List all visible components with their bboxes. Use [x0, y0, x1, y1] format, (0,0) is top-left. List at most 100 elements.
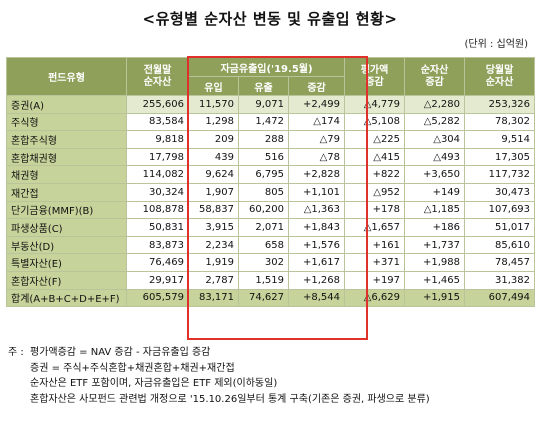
table-cell: 9,624	[188, 165, 239, 184]
row-label: 부동산(D)	[6, 235, 127, 255]
table-cell: 117,732	[464, 165, 536, 184]
table-cell: △1,185	[404, 200, 466, 220]
table-cell: △174	[287, 112, 346, 132]
table-cell: △415	[344, 147, 406, 167]
table-cell: 11,570	[188, 95, 239, 114]
table-cell: 209	[188, 130, 239, 149]
table-row: 혼합자산(F) 29,917 2,787 1,519 +1,268 +197 +1,465 3…	[6, 270, 536, 290]
table-cell: △493	[404, 147, 466, 167]
table-cell: +1,465	[404, 270, 466, 290]
table-cell: 9,514	[464, 130, 536, 149]
row-label: 단기금융(MMF)(B)	[6, 200, 127, 220]
note-line-4: 혼합자산은 사모펀드 관련법 개정으로 '15.10.26일부터 통계 구축(기…	[30, 393, 430, 405]
table-cell: +1,843	[287, 218, 346, 237]
header-prev-month: 전월말 순자산	[126, 57, 189, 96]
table-cell: 114,082	[126, 165, 189, 184]
header-fund-type: 펀드유형	[6, 57, 127, 96]
table-cell: +1,617	[287, 253, 346, 272]
table-cell: 9,071	[238, 95, 289, 114]
table-cell: 253,326	[464, 95, 536, 114]
header-net-asset-change: 순자산 증감	[404, 57, 466, 96]
table-cell: 74,627	[238, 288, 289, 308]
unit-label: (단위 : 십억원)	[464, 39, 528, 50]
table-cell: 2,071	[238, 218, 289, 237]
table-cell: +1,988	[404, 253, 466, 272]
table-row: 합계(A+B+C+D+E+F) 605,579 83,171 74,627 +8,544…	[6, 288, 536, 308]
table-cell: 51,017	[464, 218, 536, 237]
table-cell: △2,280	[404, 95, 466, 114]
table-cell: 108,878	[126, 200, 189, 220]
table-cell: +1,268	[287, 270, 346, 290]
table-cell: 288	[238, 130, 289, 149]
table-cell: 29,917	[126, 270, 189, 290]
header-valuation: 평가액 증감	[344, 57, 406, 96]
table-cell: △1,657	[344, 218, 406, 237]
fund-flow-table: 펀드유형 전월말 순자산 자금유출입('19.5월) 평가액 증감 순자산 증감…	[6, 57, 536, 308]
table-row: 주식형 83,584 1,298 1,472 △174 △5,108 △5,282 78,30…	[6, 112, 536, 132]
header-outflow: 유출	[238, 76, 289, 96]
table-cell: +3,650	[404, 165, 466, 184]
table-row: 재간접 30,324 1,907 805 +1,101 △952 +149 30,473	[6, 182, 536, 202]
table-cell: +1,737	[404, 235, 466, 255]
table-row: 파생상품(C) 50,831 3,915 2,071 +1,843 △1,657 +186 5…	[6, 218, 536, 237]
table-cell: 78,302	[464, 112, 536, 132]
table-cell: +2,499	[287, 95, 346, 114]
header-current-month: 당월말 순자산	[464, 57, 536, 96]
header-netflow: 증감	[287, 76, 346, 96]
notes-label: 주 :	[8, 347, 24, 358]
table-row: 특별자산(E) 76,469 1,919 302 +1,617 +371 +1,988 78,…	[6, 253, 536, 272]
row-label: 혼합주식형	[6, 130, 127, 149]
row-label: 파생상품(C)	[6, 218, 127, 237]
table-cell: 1,519	[238, 270, 289, 290]
row-label: 재간접	[6, 182, 127, 202]
table-cell: +1,101	[287, 182, 346, 202]
table-row: 혼합주식형 9,818 209 288 △79 △225 △304 9,514	[6, 130, 536, 149]
table-cell: 83,171	[188, 288, 239, 308]
table-cell: 1,472	[238, 112, 289, 132]
note-line-2: 증권 = 주식+주식혼합+채권혼합+채권+재간접	[30, 362, 235, 374]
table-cell: 17,798	[126, 147, 189, 167]
table-cell: +2,828	[287, 165, 346, 184]
footnotes: 주 : 평가액증감 = NAV 증감 - 자금유출입 증감 증권 = 주식+주식혼…	[8, 345, 430, 407]
table-cell: 658	[238, 235, 289, 255]
table-row: 혼합채권형 17,798 439 516 △78 △415 △493 17,305	[6, 147, 536, 167]
table-cell: +822	[344, 165, 406, 184]
table-cell: 83,873	[126, 235, 189, 255]
table-cell: △6,629	[344, 288, 406, 308]
table-cell: 78,457	[464, 253, 536, 272]
table-cell: +178	[344, 200, 406, 220]
table-cell: 439	[188, 147, 239, 167]
table-cell: 805	[238, 182, 289, 202]
row-label: 채권형	[6, 165, 127, 184]
note-line-3: 순자산은 ETF 포함이며, 자금유출입은 ETF 제외(이하동일)	[30, 378, 278, 389]
header-flow-group: 자금유출입('19.5월)	[187, 57, 346, 77]
table-cell: △5,108	[344, 112, 406, 132]
table-cell: 31,382	[464, 270, 536, 290]
table-cell: △304	[404, 130, 466, 149]
table-cell: +186	[404, 218, 466, 237]
table-cell: 6,795	[238, 165, 289, 184]
table-cell: 85,610	[464, 235, 536, 255]
table-cell: 516	[238, 147, 289, 167]
table-row: 채권형 114,082 9,624 6,795 +2,828 +822 +3,650 117,…	[6, 165, 536, 184]
table-cell: 1,907	[188, 182, 239, 202]
table-cell: △225	[344, 130, 406, 149]
table-cell: 30,473	[464, 182, 536, 202]
table-cell: +161	[344, 235, 406, 255]
table-cell: 76,469	[126, 253, 189, 272]
table-cell: 60,200	[238, 200, 289, 220]
table-row: 단기금융(MMF)(B) 108,878 58,837 60,200 △1,363 +17…	[6, 200, 536, 220]
table-cell: 83,584	[126, 112, 189, 132]
header-inflow: 유입	[188, 76, 239, 96]
table-cell: 302	[238, 253, 289, 272]
table-cell: 58,837	[188, 200, 239, 220]
table-cell: △4,779	[344, 95, 406, 114]
page-title: <유형별 순자산 변동 및 유출입 현황>	[142, 10, 398, 28]
table-cell: +1,576	[287, 235, 346, 255]
table-cell: +1,915	[404, 288, 466, 308]
table-cell: 2,787	[188, 270, 239, 290]
table-cell: +197	[344, 270, 406, 290]
row-label: 합계(A+B+C+D+E+F)	[6, 288, 127, 308]
table-cell: 605,579	[126, 288, 189, 308]
table-cell: +371	[344, 253, 406, 272]
